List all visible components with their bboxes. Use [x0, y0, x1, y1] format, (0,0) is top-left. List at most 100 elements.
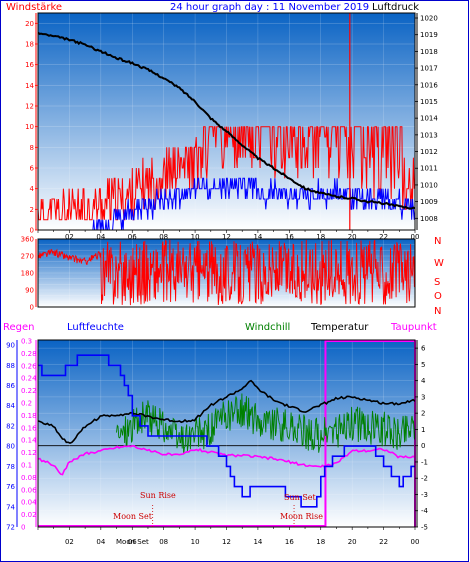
rain-tick-label: 0.2: [21, 400, 32, 408]
direction-tick-label: 0: [30, 304, 34, 312]
humidity-tick-label: 78: [6, 463, 15, 471]
rain-axis: 0 0.02 0.04 0.06 0.08 0.1 0.12 0.14 0.16 0.18 0.2 0…: [21, 338, 37, 532]
compass-label: S: [434, 277, 440, 288]
pressure-series: [37, 31, 416, 210]
temperature-tick-label: -3: [421, 491, 428, 499]
temperature-tick-label: 5: [421, 361, 425, 369]
humidity-axis: 72 74 76 78 80 82 84 86 88 90: [6, 340, 18, 532]
time-tick-label: 08: [159, 233, 168, 241]
legend-windchill: Windchill: [245, 322, 290, 333]
pressure-tick-label: 1019: [420, 31, 438, 39]
pressure-label: Luftdruck: [372, 2, 419, 13]
pressure-tick-label: 1020: [420, 15, 438, 23]
time-tick-label: 22: [379, 233, 388, 241]
gust-series: [37, 126, 416, 221]
sun-set-label: Sun Set: [284, 493, 317, 502]
temperature-series: [37, 379, 416, 444]
time-tick-label: 02: [65, 233, 74, 241]
direction-tick-label: 180: [21, 270, 34, 278]
wind-tick-label: 14: [25, 82, 34, 90]
compass-label: N: [434, 306, 441, 317]
panel-2-border: [37, 238, 416, 308]
humidity-tick-label: 82: [6, 422, 15, 430]
panel-3-time-axis: 02 04 06 08 10 12 14 16 18 20 22 00: [37, 527, 420, 546]
temperature-axis: -5 -4 -3 -2 -1 0 1 2 3 4 5 6: [415, 340, 429, 532]
temperature-tick-label: 4: [421, 377, 426, 385]
wind-tick-label: 2: [30, 206, 34, 214]
compass-label: O: [434, 291, 442, 302]
rain-tick-label: 0.16: [21, 424, 37, 432]
time-tick-label: 12: [222, 538, 231, 546]
direction-series: [37, 239, 416, 306]
rain-tick-label: 0.24: [21, 375, 37, 383]
rain-tick-label: 0.26: [21, 362, 37, 370]
panel-1-time-axis: 02 04 06 08 10 12 14 16 18 20 22 00: [37, 230, 420, 241]
wind-tick-label: 16: [25, 61, 34, 69]
time-tick-label: 04: [96, 233, 105, 241]
rain-tick-label: 0.3: [21, 338, 32, 346]
humidity-series: [38, 354, 415, 508]
sun-moon-events: Sun Rise Sun Set Moon Set Moon Rise Moon…: [113, 491, 323, 546]
pressure-tick-label: 1014: [420, 115, 438, 123]
time-tick-label: 12: [222, 233, 231, 241]
time-tick-label: 18: [316, 538, 325, 546]
rain-tick-label: 0.22: [21, 387, 37, 395]
humidity-tick-label: 72: [6, 524, 15, 532]
time-tick-label: 06: [128, 233, 137, 241]
humidity-tick-label: 84: [6, 402, 15, 410]
moon-set-label: Moon Set: [113, 512, 153, 521]
time-tick-label: 10: [191, 233, 200, 241]
time-tick-label: 20: [348, 233, 357, 241]
pressure-tick-label: 1016: [420, 81, 438, 89]
humidity-tick-label: 76: [6, 483, 15, 491]
humidity-tick-label: 88: [6, 362, 15, 370]
pressure-tick-label: 1015: [420, 98, 438, 106]
time-tick-label: 16: [285, 233, 294, 241]
time-tick-label: 00: [411, 538, 420, 546]
legend-dewpoint: Taupunkt: [390, 322, 437, 333]
time-tick-label: 14: [253, 538, 262, 546]
direction-tick-label: 360: [21, 236, 34, 244]
pressure-tick-label: 1009: [420, 198, 438, 206]
windchill-series: [116, 393, 416, 455]
time-tick-label: 16: [285, 538, 294, 546]
legend-temperature: Temperatur: [310, 322, 369, 333]
panel-1-marks: [37, 13, 416, 231]
wind-tick-label: 12: [25, 103, 34, 111]
rain-tick-label: 0.1: [21, 462, 32, 470]
wind-tick-label: 8: [30, 144, 34, 152]
pressure-tick-label: 1018: [420, 48, 438, 56]
rain-tick-label: 0.18: [21, 412, 37, 420]
humidity-tick-label: 74: [6, 503, 15, 511]
rain-tick-label: 0.14: [21, 437, 37, 445]
wind-tick-label: 4: [30, 185, 35, 193]
humidity-tick-label: 80: [6, 443, 15, 451]
pressure-tick-label: 1012: [420, 148, 438, 156]
rain-tick-label: 0.04: [21, 499, 37, 507]
direction-axis: 0 90 180 270 360: [21, 236, 37, 312]
moon-set-time-label: Moon Set: [116, 538, 149, 546]
wind-tick-label: 18: [25, 41, 34, 49]
wind-tick-label: 0: [30, 227, 34, 235]
wind-label: Windstärke: [6, 2, 62, 13]
direction-tick-label: 90: [25, 287, 34, 295]
legend-humidity: Luftfeuchte: [67, 322, 124, 333]
time-tick-label: 02: [65, 538, 74, 546]
sun-rise-label: Sun Rise: [140, 491, 176, 500]
moon-rise-label: Moon Rise: [280, 512, 323, 521]
temperature-tick-label: 2: [421, 410, 425, 418]
legend-rain: Regen: [3, 322, 35, 333]
humidity-tick-label: 90: [6, 342, 15, 350]
panel-2-marks: [37, 239, 416, 306]
time-tick-label: 08: [159, 538, 168, 546]
pressure-axis: 1008 1009 1010 1011 1012 1013 1014 1015 1016 1017…: [415, 13, 438, 230]
pressure-tick-label: 1017: [420, 65, 438, 73]
time-tick-label: 00: [411, 233, 420, 241]
direction-tick-label: 270: [21, 253, 34, 261]
time-tick-label: 10: [191, 538, 200, 546]
temperature-tick-label: -1: [421, 458, 428, 466]
compass-label: W: [434, 258, 444, 269]
